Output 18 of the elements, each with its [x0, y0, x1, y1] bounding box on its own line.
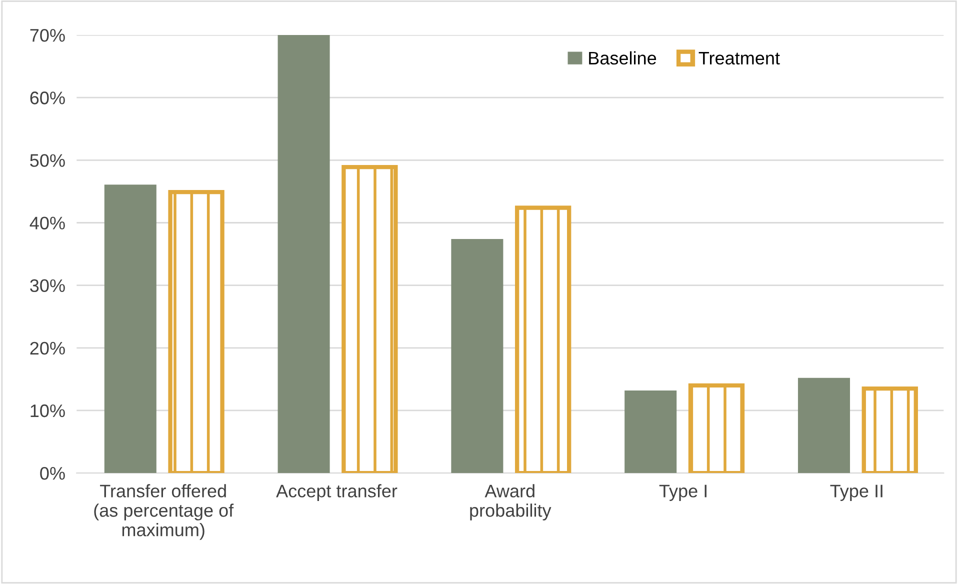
x-tick-label: Transfer offered (as percentage of maximum): [94, 484, 234, 540]
y-tick-label: 50%: [30, 154, 65, 167]
x-tick-label: Accept transfer: [276, 484, 398, 501]
bar: [104, 184, 156, 474]
y-tick-label: 20%: [30, 342, 65, 355]
y-tick-label: 0%: [40, 466, 65, 480]
x-tick-label: Type I: [659, 484, 706, 501]
legend-label: Baseline: [589, 51, 656, 65]
legend-label: Treatment: [698, 52, 780, 65]
y-tick-label: 10%: [30, 404, 65, 418]
y-tick-label: 30%: [30, 279, 65, 292]
y-tick-label: 60%: [30, 92, 65, 104]
x-tick-label: Award probability: [470, 484, 552, 520]
x-tick-label: Type II: [830, 484, 882, 501]
bar: [451, 239, 504, 474]
y-tick-label: 70%: [30, 28, 65, 42]
bar: [278, 35, 330, 474]
y-tick-label: 40%: [30, 216, 65, 230]
